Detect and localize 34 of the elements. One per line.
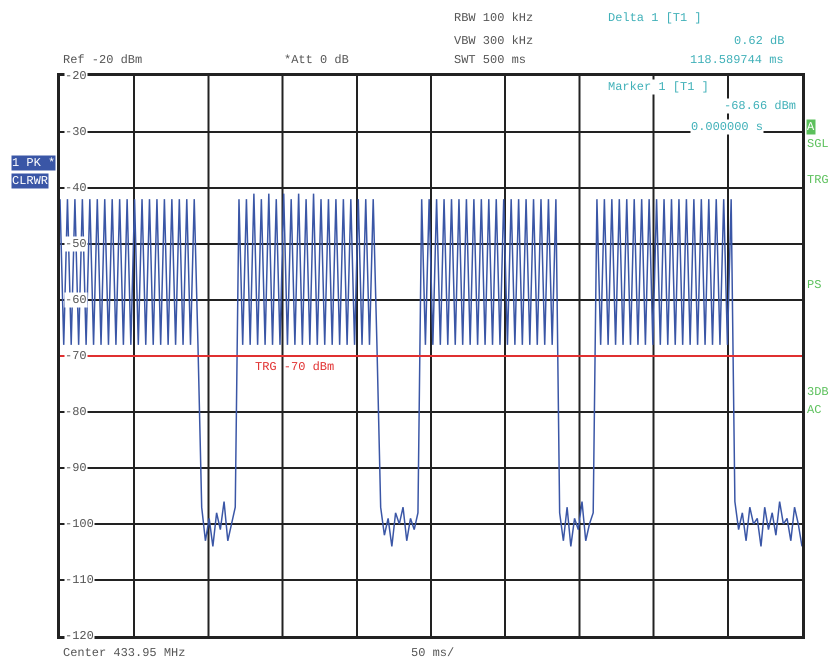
y-tick-label: -120 (65, 629, 94, 643)
text: 0.62 dB (734, 34, 784, 48)
y-tick-label: -30 (65, 125, 87, 139)
text: TRG (807, 173, 829, 187)
annotation: -68.66 dBm (724, 99, 796, 113)
annotation: Marker 1 [T1 ] (608, 80, 709, 94)
y-tick-label: -50 (65, 237, 87, 251)
text: 118.589744 ms (690, 53, 784, 67)
y-tick-label: -40 (65, 181, 87, 195)
y-tick-label: -90 (65, 461, 87, 475)
y-tick-label: -20 (65, 69, 87, 83)
y-tick-label: -100 (65, 517, 94, 531)
text: 1 PK * (12, 156, 56, 170)
y-tick-label: -70 (65, 349, 87, 363)
text: AC (807, 403, 822, 417)
text: CLRWR (12, 174, 48, 188)
text: SWT 500 ms (454, 53, 526, 67)
ref-line-label: TRG -70 dBm (255, 360, 334, 374)
text: 50 ms/ (411, 646, 454, 658)
text: Center 433.95 MHz (63, 646, 186, 658)
text: Ref -20 dBm (63, 53, 142, 67)
text: A (807, 120, 815, 134)
text: RBW 100 kHz (454, 11, 534, 25)
text: Delta 1 [T1 ] (608, 11, 702, 25)
text: PS (807, 278, 822, 292)
y-tick-label: -80 (65, 405, 87, 419)
text: 3DB (807, 385, 829, 399)
y-tick-label: -110 (65, 573, 94, 587)
line-series (60, 192, 802, 548)
text: *Att 0 dB (284, 53, 349, 67)
annotation: 0.000000 s (691, 120, 764, 134)
text: VBW 300 kHz (454, 34, 534, 48)
text: SGL (807, 137, 829, 151)
y-tick-label: -60 (65, 293, 87, 307)
